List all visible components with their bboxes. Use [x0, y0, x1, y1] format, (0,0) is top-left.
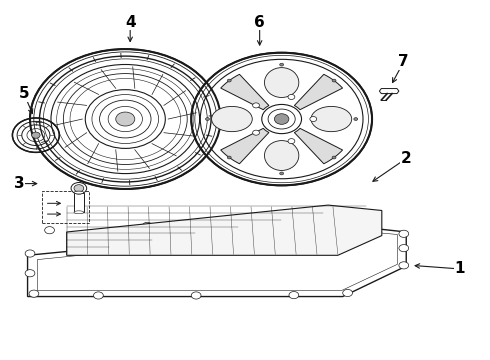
- Circle shape: [310, 117, 317, 122]
- Ellipse shape: [74, 191, 84, 194]
- Circle shape: [191, 292, 201, 299]
- Polygon shape: [294, 129, 343, 164]
- Circle shape: [274, 114, 289, 124]
- Circle shape: [45, 226, 54, 234]
- Circle shape: [399, 262, 409, 269]
- Circle shape: [71, 183, 87, 194]
- Circle shape: [240, 222, 250, 229]
- Polygon shape: [220, 129, 269, 164]
- Circle shape: [29, 290, 39, 297]
- Circle shape: [332, 79, 336, 82]
- Polygon shape: [294, 74, 343, 110]
- Text: 1: 1: [455, 261, 465, 276]
- Circle shape: [253, 103, 260, 108]
- Circle shape: [399, 244, 409, 252]
- Circle shape: [253, 130, 260, 135]
- Circle shape: [354, 118, 358, 121]
- Circle shape: [206, 118, 210, 121]
- Ellipse shape: [311, 107, 352, 132]
- Text: 4: 4: [125, 15, 136, 30]
- Text: 6: 6: [254, 15, 265, 30]
- FancyBboxPatch shape: [74, 193, 84, 212]
- Circle shape: [338, 222, 347, 229]
- Circle shape: [227, 156, 231, 159]
- Circle shape: [280, 172, 284, 175]
- Polygon shape: [67, 205, 382, 255]
- Circle shape: [30, 49, 220, 189]
- Circle shape: [288, 139, 295, 144]
- Text: 2: 2: [401, 151, 412, 166]
- Circle shape: [143, 222, 152, 229]
- Ellipse shape: [74, 211, 84, 214]
- Circle shape: [94, 292, 103, 299]
- Circle shape: [280, 63, 284, 66]
- Text: 5: 5: [19, 86, 29, 102]
- Text: 3: 3: [14, 176, 24, 191]
- Circle shape: [25, 250, 35, 257]
- Circle shape: [191, 53, 372, 185]
- Circle shape: [399, 230, 409, 237]
- Circle shape: [289, 292, 299, 299]
- Ellipse shape: [265, 68, 299, 98]
- Text: 7: 7: [398, 54, 409, 69]
- Circle shape: [227, 79, 231, 82]
- Ellipse shape: [212, 107, 252, 132]
- Polygon shape: [220, 74, 269, 110]
- Circle shape: [116, 112, 135, 126]
- Circle shape: [288, 94, 295, 99]
- Polygon shape: [27, 225, 406, 297]
- Circle shape: [74, 185, 84, 192]
- Circle shape: [343, 289, 352, 297]
- Circle shape: [332, 156, 336, 159]
- Polygon shape: [379, 89, 399, 94]
- Circle shape: [12, 118, 59, 152]
- Ellipse shape: [265, 141, 299, 170]
- Circle shape: [32, 132, 40, 138]
- Circle shape: [25, 270, 35, 277]
